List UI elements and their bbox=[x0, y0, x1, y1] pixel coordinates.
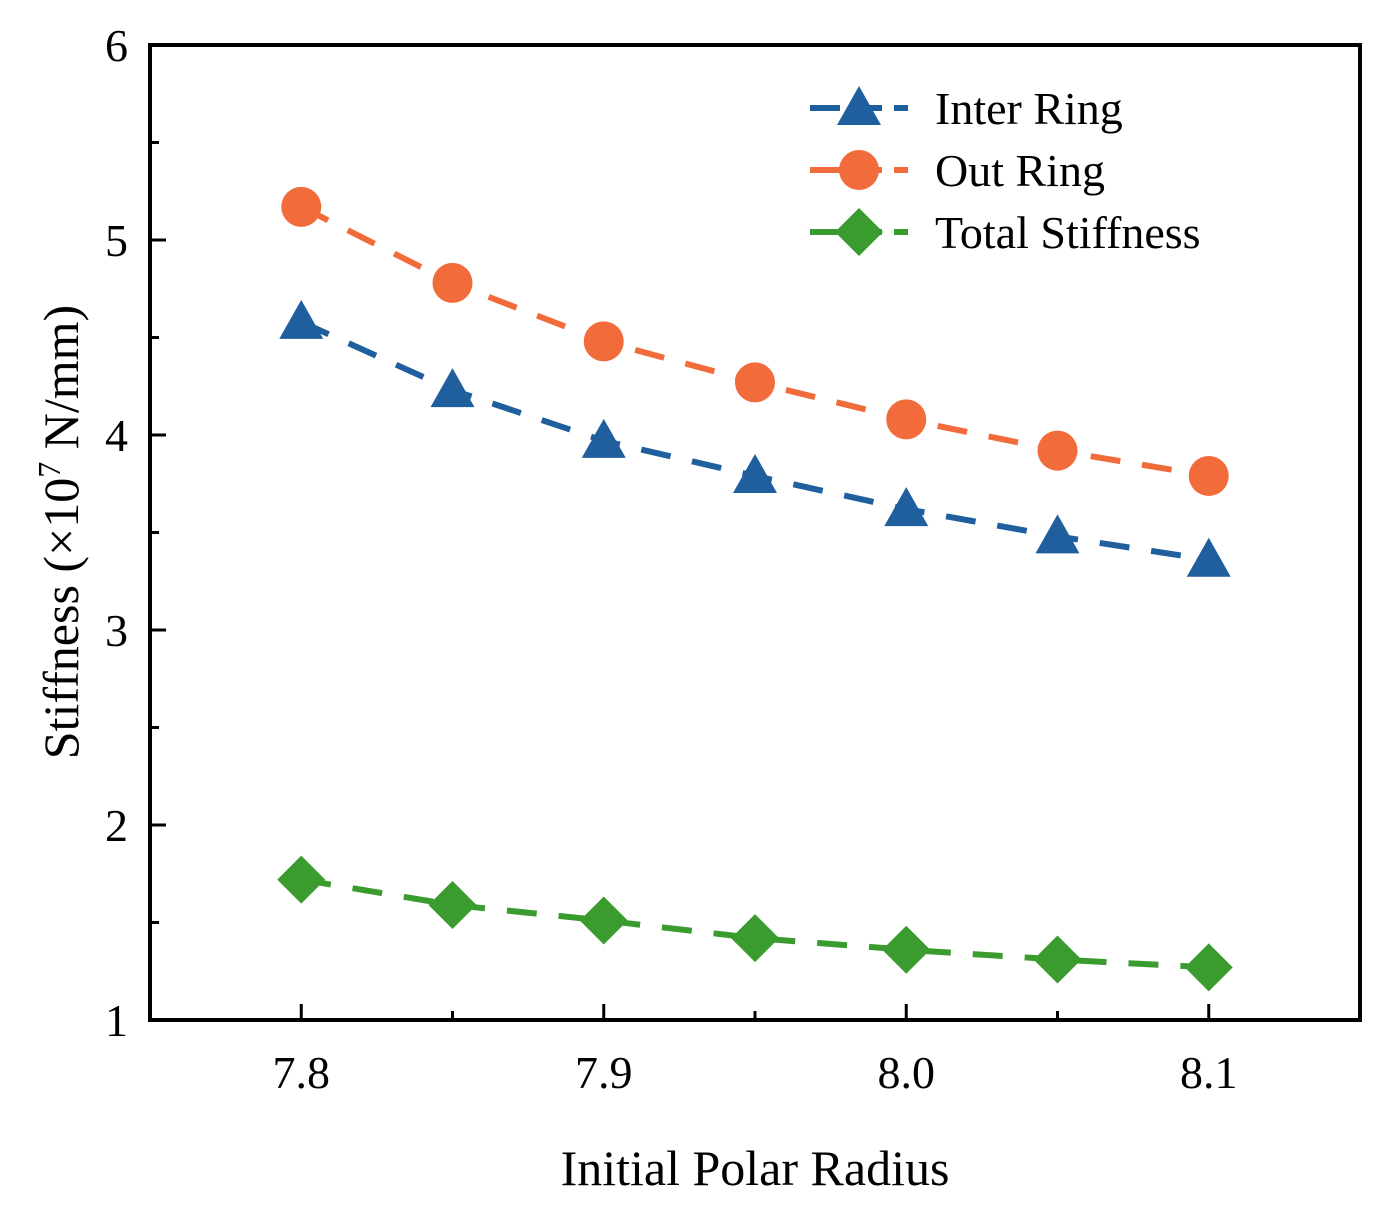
total-stiffness-point bbox=[1033, 935, 1082, 984]
total-stiffness-point bbox=[882, 925, 931, 974]
x-tick-label: 7.9 bbox=[575, 1047, 633, 1098]
inter-ring-point bbox=[581, 418, 626, 458]
out-ring-point bbox=[432, 262, 473, 303]
out-ring-point bbox=[1037, 430, 1078, 471]
out-ring-point bbox=[886, 399, 927, 440]
plot-area-frame bbox=[148, 43, 1362, 1022]
total-stiffness-point bbox=[731, 914, 779, 963]
y-axis-title-exponent: 7 bbox=[31, 462, 67, 478]
x-tick-label: 8.0 bbox=[878, 1047, 936, 1098]
y-axis-title-suffix: N/mm) bbox=[33, 305, 89, 462]
inter-ring-point bbox=[279, 299, 324, 339]
y-axis-title-prefix: Stiffness (×10 bbox=[33, 478, 89, 759]
y-tick-label: 4 bbox=[105, 410, 128, 461]
legend-out-ring-marker bbox=[839, 150, 879, 190]
out-ring-point bbox=[281, 186, 322, 227]
inter-ring-point bbox=[733, 453, 777, 493]
y-tick-label: 2 bbox=[105, 800, 128, 851]
total-stiffness-point bbox=[277, 855, 326, 904]
y-tick-label: 6 bbox=[105, 20, 128, 71]
x-tick-label: 8.1 bbox=[1180, 1047, 1238, 1098]
inter-ring-point bbox=[1186, 537, 1231, 577]
inter-ring-point bbox=[884, 487, 929, 527]
legend-inter-ring-label: Inter Ring bbox=[935, 83, 1123, 134]
legend: Inter Ring Out Ring Total Stiffness bbox=[810, 83, 1201, 258]
x-axis-title: Initial Polar Radius bbox=[561, 1140, 950, 1196]
axis-ticks: 7.8 7.9 8.0 8.1 1 2 3 4 5 6 bbox=[105, 20, 1238, 1098]
out-ring-point bbox=[1188, 455, 1229, 496]
inter-ring-point bbox=[430, 368, 475, 408]
series-layer bbox=[277, 186, 1233, 992]
total-stiffness-point bbox=[1184, 943, 1233, 992]
y-axis-title: Stiffness (×107 N/mm) bbox=[31, 305, 89, 759]
legend-total-stiffness-label: Total Stiffness bbox=[935, 207, 1201, 258]
y-tick-label: 3 bbox=[105, 605, 128, 656]
y-tick-label: 5 bbox=[105, 215, 128, 266]
legend-total-stiffness-marker bbox=[835, 208, 883, 256]
legend-inter-ring-marker bbox=[837, 86, 881, 125]
total-stiffness-point bbox=[579, 896, 628, 945]
x-tick-label: 7.8 bbox=[273, 1047, 331, 1098]
legend-out-ring-label: Out Ring bbox=[935, 145, 1105, 196]
out-ring-point bbox=[735, 362, 775, 403]
out-ring-point bbox=[583, 321, 624, 362]
y-tick-label: 1 bbox=[105, 995, 128, 1046]
inter-ring-point bbox=[1035, 514, 1080, 554]
total-stiffness-point bbox=[428, 880, 477, 929]
